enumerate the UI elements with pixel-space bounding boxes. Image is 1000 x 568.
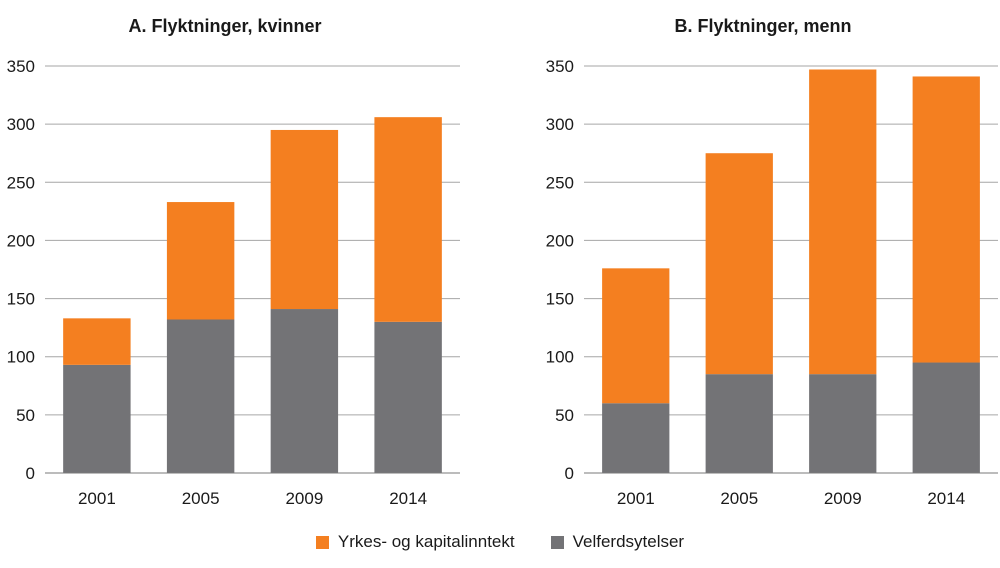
y-tick-label: 100 [7, 348, 35, 367]
x-tick-label: 2005 [720, 489, 758, 508]
bar-segment [63, 318, 131, 365]
bar-segment [602, 403, 670, 473]
legend-swatch-welfare [550, 535, 564, 549]
bar-segment [374, 117, 442, 322]
bar-segment [374, 321, 442, 473]
bar-segment [166, 319, 235, 473]
y-tick-label: 150 [7, 290, 35, 309]
y-tick-label: 0 [565, 464, 574, 483]
legend-swatch-income [315, 535, 329, 549]
y-tick-label: 50 [16, 406, 35, 425]
y-tick-label: 200 [546, 231, 574, 250]
x-tick-label: 2005 [182, 489, 220, 508]
y-tick-label: 350 [546, 57, 574, 76]
legend-item-welfare: Velferdsytelser [550, 532, 685, 552]
bar-segment [166, 202, 235, 320]
panel-women: A. Flyktninger, kvinner 0 50 100 150 200 250 30… [7, 16, 460, 508]
x-tick-label: 2014 [389, 489, 427, 508]
bar-segment [705, 374, 773, 473]
bar-segment [912, 76, 980, 363]
y-tick-label: 0 [26, 464, 35, 483]
x-tick-label: 2001 [617, 489, 655, 508]
y-tick-label: 200 [7, 231, 35, 250]
chart-title: B. Flyktninger, menn [674, 16, 851, 36]
bar-segment [809, 69, 877, 375]
chart-title: A. Flyktninger, kvinner [128, 16, 321, 36]
x-tick-label: 2001 [78, 489, 116, 508]
legend: Yrkes- og kapitalinntekt Velferdsytelser [0, 527, 1000, 557]
y-tick-label: 50 [555, 406, 574, 425]
x-tick-label: 2009 [824, 489, 862, 508]
x-tick-label: 2014 [927, 489, 965, 508]
bar-segment [270, 309, 339, 473]
bar-segment [912, 362, 980, 473]
y-tick-label: 250 [546, 173, 574, 192]
y-tick-label: 250 [7, 173, 35, 192]
legend-item-income: Yrkes- og kapitalinntekt [315, 532, 515, 552]
bar-segment [63, 364, 131, 473]
bar-segment [809, 374, 877, 473]
bar-segment [270, 129, 339, 310]
y-tick-label: 300 [546, 115, 574, 134]
bar-segment [602, 268, 670, 404]
y-tick-label: 350 [7, 57, 35, 76]
panel-men: B. Flyktninger, menn 0 50 100 150 200 250 300 35… [546, 16, 998, 508]
x-tick-label: 2009 [285, 489, 323, 508]
y-tick-label: 150 [546, 290, 574, 309]
bar-segment [705, 153, 773, 375]
legend-label-welfare: Velferdsytelser [572, 532, 685, 551]
legend-label-income: Yrkes- og kapitalinntekt [337, 532, 515, 551]
y-tick-label: 300 [7, 115, 35, 134]
y-tick-label: 100 [546, 348, 574, 367]
